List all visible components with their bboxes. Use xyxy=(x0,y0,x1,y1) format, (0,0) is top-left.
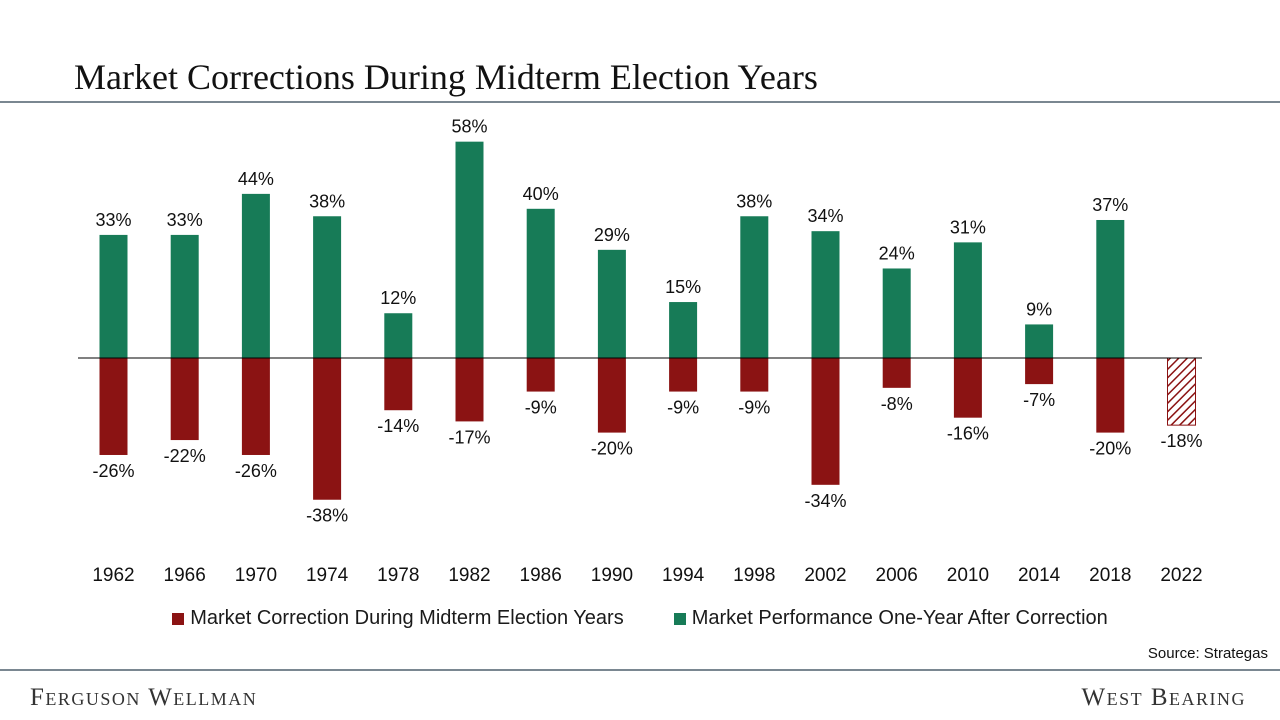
legend-item-correction: Market Correction During Midterm Electio… xyxy=(172,607,624,630)
chart-title: Market Corrections During Midterm Electi… xyxy=(74,57,818,97)
bar-correction xyxy=(1167,357,1196,426)
data-label-correction: -20% xyxy=(1089,439,1131,459)
data-label-performance: 40% xyxy=(523,184,559,204)
data-label-correction: -7% xyxy=(1023,390,1055,410)
header-divider xyxy=(0,101,1280,103)
bar-performance xyxy=(740,216,769,358)
data-label-performance: 44% xyxy=(238,169,274,189)
bar-performance xyxy=(1096,219,1125,358)
data-label-correction: -17% xyxy=(448,427,490,447)
bar-performance xyxy=(99,234,128,358)
bar-correction xyxy=(953,358,982,418)
bar-correction xyxy=(313,358,342,500)
bar-correction xyxy=(384,358,413,411)
source-note: Source: Strategas xyxy=(1147,645,1268,662)
data-label-performance: 9% xyxy=(1026,299,1052,319)
bar-correction xyxy=(241,358,270,455)
bar-performance xyxy=(597,249,626,358)
bar-performance xyxy=(953,242,982,358)
data-label-performance: 38% xyxy=(736,191,772,211)
data-label-correction: -9% xyxy=(738,398,770,418)
x-tick-label: 1978 xyxy=(377,565,419,586)
legend-swatch-performance xyxy=(673,612,686,625)
data-label-correction: -18% xyxy=(1160,431,1202,451)
bar-correction xyxy=(455,358,484,422)
legend-label-correction: Market Correction During Midterm Electio… xyxy=(190,607,624,629)
data-label-correction: -16% xyxy=(947,424,989,444)
bar-correction xyxy=(882,358,911,388)
data-label-correction: -14% xyxy=(377,416,419,436)
data-label-performance: 29% xyxy=(594,225,630,245)
data-label-performance: 15% xyxy=(665,277,701,297)
x-tick-label: 1970 xyxy=(235,565,277,586)
bar-performance xyxy=(384,313,413,358)
x-tick-label: 1966 xyxy=(164,565,206,586)
footer-divider xyxy=(0,669,1280,671)
bar-performance xyxy=(241,193,270,358)
legend-label-performance: Market Performance One-Year After Correc… xyxy=(691,607,1108,629)
bar-performance xyxy=(455,141,484,358)
data-label-correction: -26% xyxy=(92,461,134,481)
chart-legend: Market Correction During Midterm Electio… xyxy=(0,607,1280,630)
bar-performance xyxy=(1025,324,1054,358)
bar-correction xyxy=(1096,358,1125,433)
x-tick-label: 2002 xyxy=(804,565,846,586)
x-tick-label: 2014 xyxy=(1018,565,1061,586)
bar-correction xyxy=(669,358,698,392)
data-label-performance: 58% xyxy=(451,117,487,137)
data-label-performance: 12% xyxy=(380,288,416,308)
data-label-performance: 33% xyxy=(167,210,203,230)
data-label-correction: -9% xyxy=(525,398,557,418)
data-label-correction: -22% xyxy=(164,446,206,466)
data-label-performance: 24% xyxy=(879,243,915,263)
bar-correction xyxy=(99,358,128,455)
data-label-correction: -26% xyxy=(235,461,277,481)
x-tick-label: 1962 xyxy=(92,565,134,586)
bar-performance xyxy=(811,231,840,358)
x-tick-label: 1986 xyxy=(520,565,562,586)
bar-performance xyxy=(669,302,698,358)
data-label-correction: -34% xyxy=(804,491,846,511)
data-label-correction: -9% xyxy=(667,398,699,418)
data-label-correction: -38% xyxy=(306,506,348,526)
bar-chart: -26% 33% -22% 33% -26% 44% -38% 38% -14% 12% -17% 5… xyxy=(78,117,1203,586)
brand-ferguson-wellman: Ferguson Wellman xyxy=(30,684,258,711)
x-tick-label: 1982 xyxy=(448,565,490,586)
legend-swatch-correction xyxy=(172,612,185,625)
bar-correction xyxy=(526,358,555,392)
bar-correction xyxy=(811,358,840,485)
bar-performance xyxy=(882,268,911,358)
data-label-performance: 33% xyxy=(95,210,131,230)
bar-correction xyxy=(597,358,626,433)
data-label-correction: -20% xyxy=(591,439,633,459)
x-tick-label: 1998 xyxy=(733,565,775,586)
bar-correction xyxy=(170,358,199,441)
x-tick-label: 2018 xyxy=(1089,565,1131,586)
bar-performance xyxy=(526,208,555,358)
bar-performance xyxy=(170,234,199,358)
x-tick-label: 1994 xyxy=(662,565,705,586)
bar-performance xyxy=(313,216,342,358)
data-label-performance: 38% xyxy=(309,191,345,211)
brand-west-bearing: West Bearing xyxy=(1081,684,1246,711)
x-tick-label: 2010 xyxy=(947,565,989,586)
bar-correction xyxy=(1025,358,1054,385)
x-tick-label: 2006 xyxy=(876,565,918,586)
legend-item-performance: Market Performance One-Year After Correc… xyxy=(673,607,1108,630)
data-label-performance: 34% xyxy=(807,206,843,226)
x-tick-label: 1974 xyxy=(306,565,349,586)
x-tick-label: 2022 xyxy=(1160,565,1202,586)
data-label-performance: 37% xyxy=(1092,195,1128,215)
bar-correction xyxy=(740,358,769,392)
data-label-performance: 31% xyxy=(950,217,986,237)
x-tick-label: 1990 xyxy=(591,565,633,586)
data-label-correction: -8% xyxy=(881,394,913,414)
